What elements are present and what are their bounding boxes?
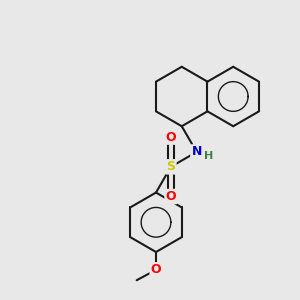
Text: H: H: [204, 152, 213, 161]
Text: O: O: [166, 190, 176, 203]
Text: S: S: [167, 160, 176, 173]
Text: O: O: [151, 263, 161, 276]
Text: N: N: [191, 146, 202, 158]
Text: O: O: [166, 130, 176, 144]
